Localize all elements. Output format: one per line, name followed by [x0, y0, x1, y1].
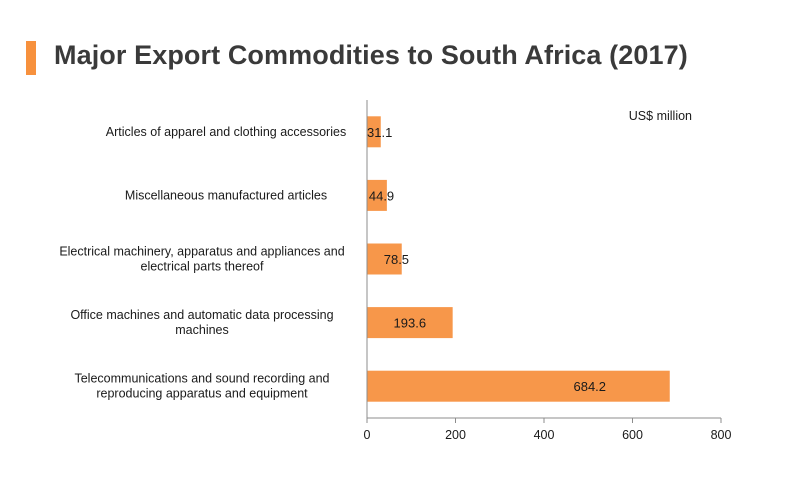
category-label-4: Office machines and automatic data proce… [70, 308, 333, 337]
category-label-1: Articles of apparel and clothing accesso… [106, 125, 346, 139]
category-label-2: Miscellaneous manufactured articles [125, 188, 327, 202]
category-label-line: reproducing apparatus and equipment [96, 387, 308, 401]
bar-2 [367, 179, 387, 211]
data-label-4: 193.6 [394, 316, 427, 331]
x-tick-label-3: 400 [534, 428, 555, 442]
unit-label: US$ million [629, 109, 692, 123]
category-label-line: electrical parts thereof [141, 260, 265, 274]
category-label-line: Miscellaneous manufactured articles [125, 188, 327, 202]
x-tick-label-5: 800 [711, 428, 732, 442]
data-label-1: 31.1 [367, 125, 392, 140]
bar-1 [367, 116, 381, 148]
bar-4 [367, 307, 453, 339]
category-label-line: machines [175, 323, 229, 337]
bar-5 [367, 370, 670, 402]
category-label-line: Electrical machinery, apparatus and appl… [59, 245, 344, 259]
title-accent-bar [26, 41, 36, 75]
x-tick-label-1: 0 [364, 428, 371, 442]
category-label-line: Office machines and automatic data proce… [70, 308, 333, 322]
data-label-5: 684.2 [573, 379, 606, 394]
bar-3 [367, 243, 402, 275]
x-tick-label-2: 200 [445, 428, 466, 442]
category-label-line: Telecommunications and sound recording a… [74, 372, 329, 386]
data-label-3: 78.5 [384, 252, 409, 267]
category-label-line: Articles of apparel and clothing accesso… [106, 125, 346, 139]
page-title: Major Export Commodities to South Africa… [54, 40, 688, 70]
category-label-5: Telecommunications and sound recording a… [74, 372, 329, 401]
category-label-3: Electrical machinery, apparatus and appl… [59, 245, 344, 274]
x-axis: 0 200 400 600 800 [364, 100, 732, 442]
category-labels: 31.1 Articles of apparel and clothing acc… [59, 125, 606, 401]
bars [367, 116, 670, 402]
x-tick-label-4: 600 [622, 428, 643, 442]
data-label-2: 44.9 [369, 188, 394, 203]
